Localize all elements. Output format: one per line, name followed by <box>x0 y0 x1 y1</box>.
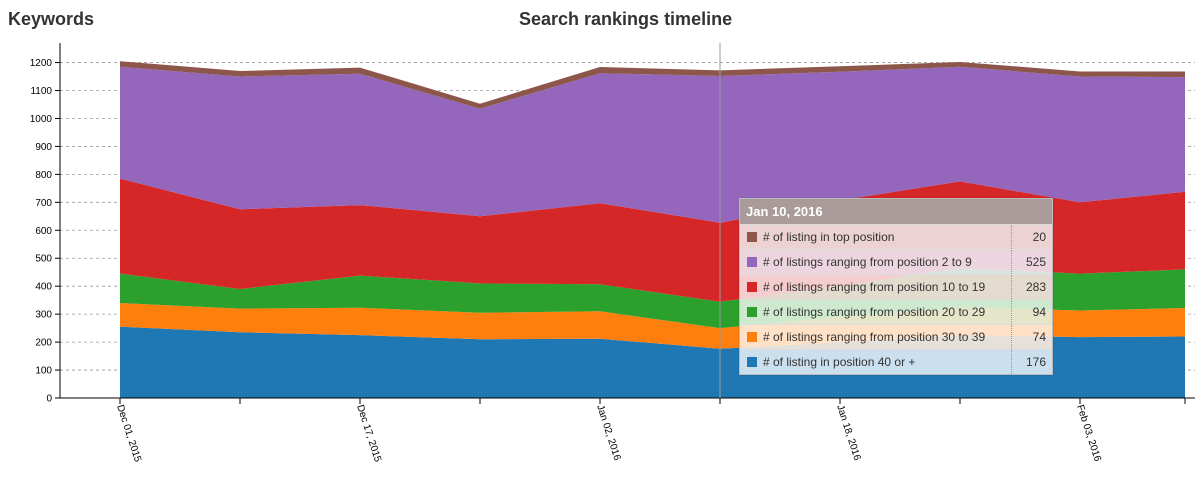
tooltip-value: 74 <box>1011 325 1052 349</box>
tooltip-swatch <box>747 307 757 317</box>
tooltip-swatch <box>747 282 757 292</box>
tooltip-row: # of listings ranging from position 20 t… <box>740 299 1052 324</box>
y-axis: 0 100 200 300 400 500 600 700 800 900 1000 1100 1200 <box>30 43 61 405</box>
tooltip-label: # of listings ranging from position 2 to… <box>763 255 972 269</box>
y-tick-label: 800 <box>35 170 52 181</box>
x-tick-label: Dec 01, 2015 <box>114 404 143 464</box>
tooltip-row: # of listing in top position 20 <box>740 224 1052 249</box>
y-tick-label: 1000 <box>30 114 53 125</box>
x-tick-label: Jan 02, 2016 <box>594 404 622 463</box>
x-tick-label: Feb 03, 2016 <box>1074 404 1103 464</box>
tooltip-row: # of listings ranging from position 10 t… <box>740 274 1052 299</box>
y-tick-label: 0 <box>46 394 52 405</box>
tooltip-swatch <box>747 232 757 242</box>
y-tick-label: 500 <box>35 254 52 265</box>
x-tick-label: Dec 17, 2015 <box>354 404 383 464</box>
tooltip-value: 94 <box>1011 300 1052 324</box>
tooltip-label: # of listing in position 40 or + <box>763 355 916 369</box>
x-axis: Dec 01, 2015 Dec 17, 2015 Jan 02, 2016 Jan … <box>60 397 1195 464</box>
chart-title: Search rankings timeline <box>519 9 733 29</box>
area-series-5 <box>120 61 1185 109</box>
x-tick-label: Jan 18, 2016 <box>834 404 862 463</box>
tooltip-row: # of listing in position 40 or + 176 <box>740 349 1052 374</box>
tooltip-value: 176 <box>1011 350 1052 374</box>
area-series-4 <box>120 66 1185 223</box>
tooltip-swatch <box>747 257 757 267</box>
tooltip-rows: # of listing in top position 20 # of listi… <box>740 224 1052 374</box>
tooltip-value: 20 <box>1011 225 1052 249</box>
tooltip-value: 525 <box>1011 250 1052 274</box>
y-tick-label: 200 <box>35 338 52 349</box>
y-tick-label: 1100 <box>30 86 52 97</box>
tooltip-label: # of listings ranging from position 30 t… <box>763 330 986 344</box>
tooltip: Jan 10, 2016 # of listing in top positio… <box>739 198 1053 375</box>
y-tick-label: 300 <box>35 310 52 321</box>
tooltip-swatch <box>747 332 757 342</box>
tooltip-row: # of listings ranging from position 2 to… <box>740 249 1052 274</box>
tooltip-label: # of listings ranging from position 20 t… <box>763 305 986 319</box>
tooltip-row: # of listings ranging from position 30 t… <box>740 324 1052 349</box>
y-tick-label: 100 <box>35 366 52 377</box>
y-tick-label: 600 <box>35 226 52 237</box>
tooltip-label: # of listing in top position <box>763 230 895 244</box>
tooltip-label: # of listings ranging from position 10 t… <box>763 280 986 294</box>
y-tick-label: 400 <box>35 282 52 293</box>
y-tick-label: 700 <box>35 198 52 209</box>
y-tick-label: 900 <box>35 142 52 153</box>
tooltip-date: Jan 10, 2016 <box>740 199 1052 224</box>
y-tick-label: 1200 <box>30 58 53 69</box>
tooltip-swatch <box>747 357 757 367</box>
page-heading: Keywords <box>8 9 95 29</box>
tooltip-value: 283 <box>1011 275 1052 299</box>
